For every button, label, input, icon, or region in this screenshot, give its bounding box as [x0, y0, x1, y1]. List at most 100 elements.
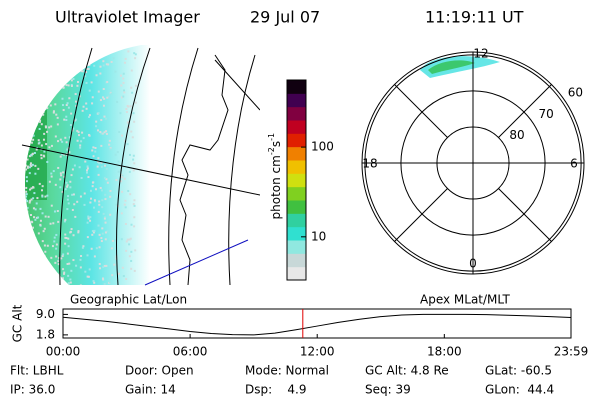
speckle [54, 135, 57, 138]
speckle [132, 203, 135, 206]
speckle [42, 230, 45, 233]
speckle [33, 266, 36, 269]
speckle [45, 143, 48, 146]
speckle [51, 68, 54, 71]
speckle [81, 109, 84, 112]
status-field: GLon: 44.4 [485, 383, 554, 397]
speckle [42, 51, 45, 54]
speckle [70, 83, 73, 86]
speckle [64, 236, 67, 239]
speckle [102, 88, 105, 91]
speckle [121, 266, 124, 269]
lat-label: 60 [568, 86, 583, 100]
y-tick-label: 1.8 [36, 327, 55, 341]
speckle [33, 216, 36, 219]
speckle [50, 125, 53, 128]
speckle [95, 247, 98, 250]
speckle [25, 130, 28, 133]
speckle [125, 240, 128, 243]
speckle [100, 189, 103, 192]
speckle [34, 218, 37, 221]
speckle [109, 148, 112, 151]
speckle [25, 186, 28, 189]
speckle [67, 202, 70, 205]
speckle [76, 80, 79, 83]
speckle [35, 123, 38, 126]
speckle [123, 91, 126, 94]
speckle [29, 163, 32, 166]
speckle [26, 206, 29, 209]
speckle [30, 131, 33, 134]
speckle [67, 106, 70, 109]
speckle [26, 95, 29, 98]
speckle [54, 183, 57, 186]
speckle [119, 112, 122, 115]
speckle [26, 65, 29, 68]
speckle [34, 57, 37, 60]
speckle [59, 67, 62, 70]
speckle [102, 104, 105, 107]
speckle [78, 50, 81, 53]
speckle [133, 225, 136, 228]
x-tick-label: 18:00 [427, 345, 462, 359]
speckle [132, 154, 135, 157]
speckle [62, 109, 65, 112]
speckle [80, 70, 83, 73]
speckle [25, 190, 28, 193]
speckle [35, 216, 38, 219]
speckle [129, 105, 132, 108]
speckle [53, 270, 56, 273]
speckle [85, 171, 88, 174]
speckle [113, 263, 116, 266]
speckle [49, 104, 52, 107]
speckle [43, 269, 46, 272]
speckle [31, 119, 34, 122]
speckle [130, 267, 133, 270]
speckle [108, 281, 111, 284]
colorbar-band [287, 240, 306, 254]
speckle [55, 233, 58, 236]
speckle [68, 262, 71, 265]
speckle [30, 231, 33, 234]
speckle [90, 197, 93, 200]
speckle [49, 222, 52, 225]
speckle [43, 227, 46, 230]
speckle [65, 65, 68, 68]
speckle [134, 57, 137, 60]
speckle [67, 52, 70, 55]
speckle [59, 172, 62, 175]
speckle [56, 210, 59, 213]
status-field: GLat: -60.5 [485, 364, 552, 378]
speckle [128, 243, 131, 246]
speckle [28, 67, 31, 70]
speckle [69, 123, 72, 126]
speckle [100, 144, 103, 147]
speckle [65, 236, 68, 239]
speckle [68, 151, 71, 154]
speckle [65, 104, 68, 107]
speckle [103, 217, 106, 220]
colorbar: 10 100 [286, 79, 334, 281]
speckle [132, 169, 135, 172]
speckle [115, 178, 118, 181]
right-title: Apex MLat/MLT [420, 293, 510, 307]
speckle [33, 243, 36, 246]
speckle [50, 144, 53, 147]
mlt-label: 18 [362, 157, 377, 171]
speckle [66, 154, 69, 157]
mlt-spoke [498, 188, 552, 242]
speckle [46, 107, 49, 110]
speckle [109, 89, 112, 92]
speckle [63, 220, 66, 223]
speckle [51, 245, 54, 248]
speckle [47, 215, 50, 218]
speckle [133, 120, 136, 123]
speckle [72, 193, 75, 196]
speckle [30, 254, 33, 257]
speckle [86, 236, 89, 239]
speckle [125, 277, 128, 280]
speckle [75, 104, 78, 107]
speckle [91, 229, 94, 232]
mlt-label: 0 [469, 257, 477, 271]
speckle [25, 126, 28, 129]
